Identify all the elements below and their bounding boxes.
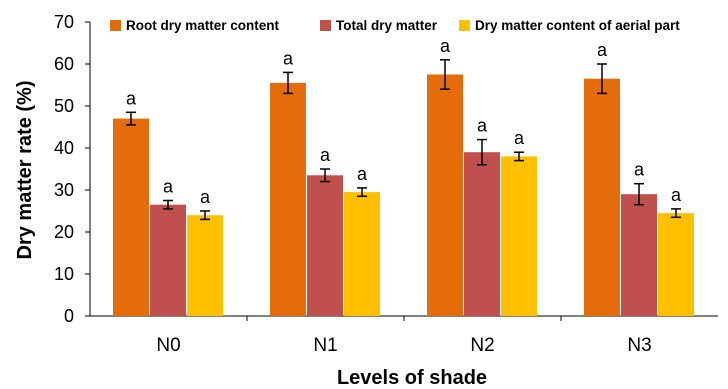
legend: Root dry matter content Total dry matter D… [110,18,680,33]
y-tick-label: 20 [54,222,74,242]
bar [658,213,694,316]
x-tick-label: N0 [156,335,180,356]
significance-label: a [283,48,294,68]
y-tick-label: 10 [54,264,74,284]
axes: 0 10 20 30 40 50 60 70 N0 N1 N2 N3 [54,12,718,356]
bar [501,156,537,316]
x-tick-label: N3 [627,335,651,356]
bar [113,118,149,316]
y-tick-label: 50 [54,96,74,116]
legend-label: Root dry matter content [126,18,280,33]
legend-label: Total dry matter [336,18,438,33]
legend-label: Dry matter content of aerial part [475,18,680,33]
y-tick-label: 60 [54,54,74,74]
legend-swatch [320,20,331,31]
significance-label: a [357,164,368,184]
bar [307,175,343,316]
bar [427,74,463,316]
bar [270,82,306,317]
significance-label: a [320,145,331,165]
significance-label: a [440,36,451,56]
significance-label: a [514,128,525,148]
x-tick-label: N2 [470,335,494,356]
bar [621,194,657,316]
y-tick-label: 0 [64,306,74,326]
legend-swatch [459,20,470,31]
significance-label: a [671,185,682,205]
significance-label: a [126,88,137,108]
x-tick-label: N1 [313,335,337,356]
bar [187,215,223,316]
bar [150,204,186,316]
significance-label: a [200,187,211,207]
bar [584,78,620,316]
bar [464,152,500,316]
significance-label: a [477,116,488,136]
y-tick-label: 30 [54,180,74,200]
x-axis-title: Levels of shade [337,367,487,389]
y-axis-title: Dry matter rate (%) [14,81,36,260]
significance-label: a [597,40,608,60]
y-tick-label: 40 [54,138,74,158]
bar [344,192,380,316]
significance-label: a [634,160,645,180]
significance-label: a [163,177,174,197]
y-tick-label: 70 [54,12,74,32]
legend-swatch [110,20,121,31]
bars: a a a a a a a a a a a a [113,36,694,317]
